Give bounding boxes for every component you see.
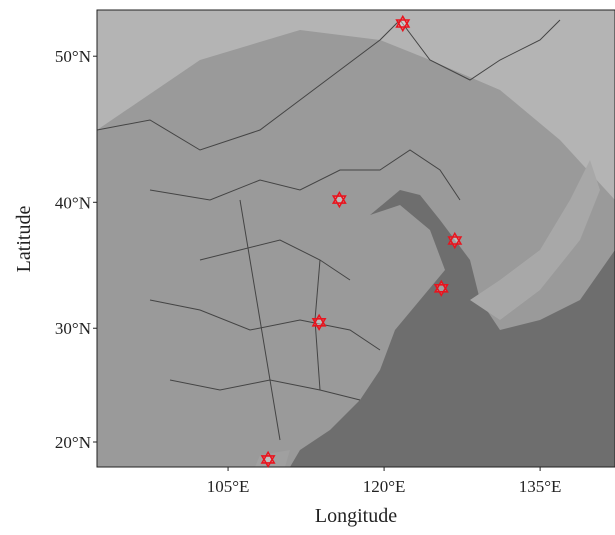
y-tick-label: 30°N bbox=[55, 319, 91, 338]
x-tick-label: 135°E bbox=[519, 477, 562, 496]
y-axis-label: Latitude bbox=[13, 206, 35, 273]
map-figure: Longitude Latitude 105°E 120°E 135°E 20°N 30… bbox=[0, 0, 615, 530]
x-tick-label: 105°E bbox=[207, 477, 250, 496]
y-tick-label: 40°N bbox=[55, 193, 91, 212]
y-tick-label: 50°N bbox=[55, 47, 91, 66]
x-axis-label: Longitude bbox=[315, 505, 397, 527]
basemap bbox=[97, 10, 615, 467]
x-tick-label: 120°E bbox=[363, 477, 406, 496]
y-tick-label: 20°N bbox=[55, 433, 91, 452]
